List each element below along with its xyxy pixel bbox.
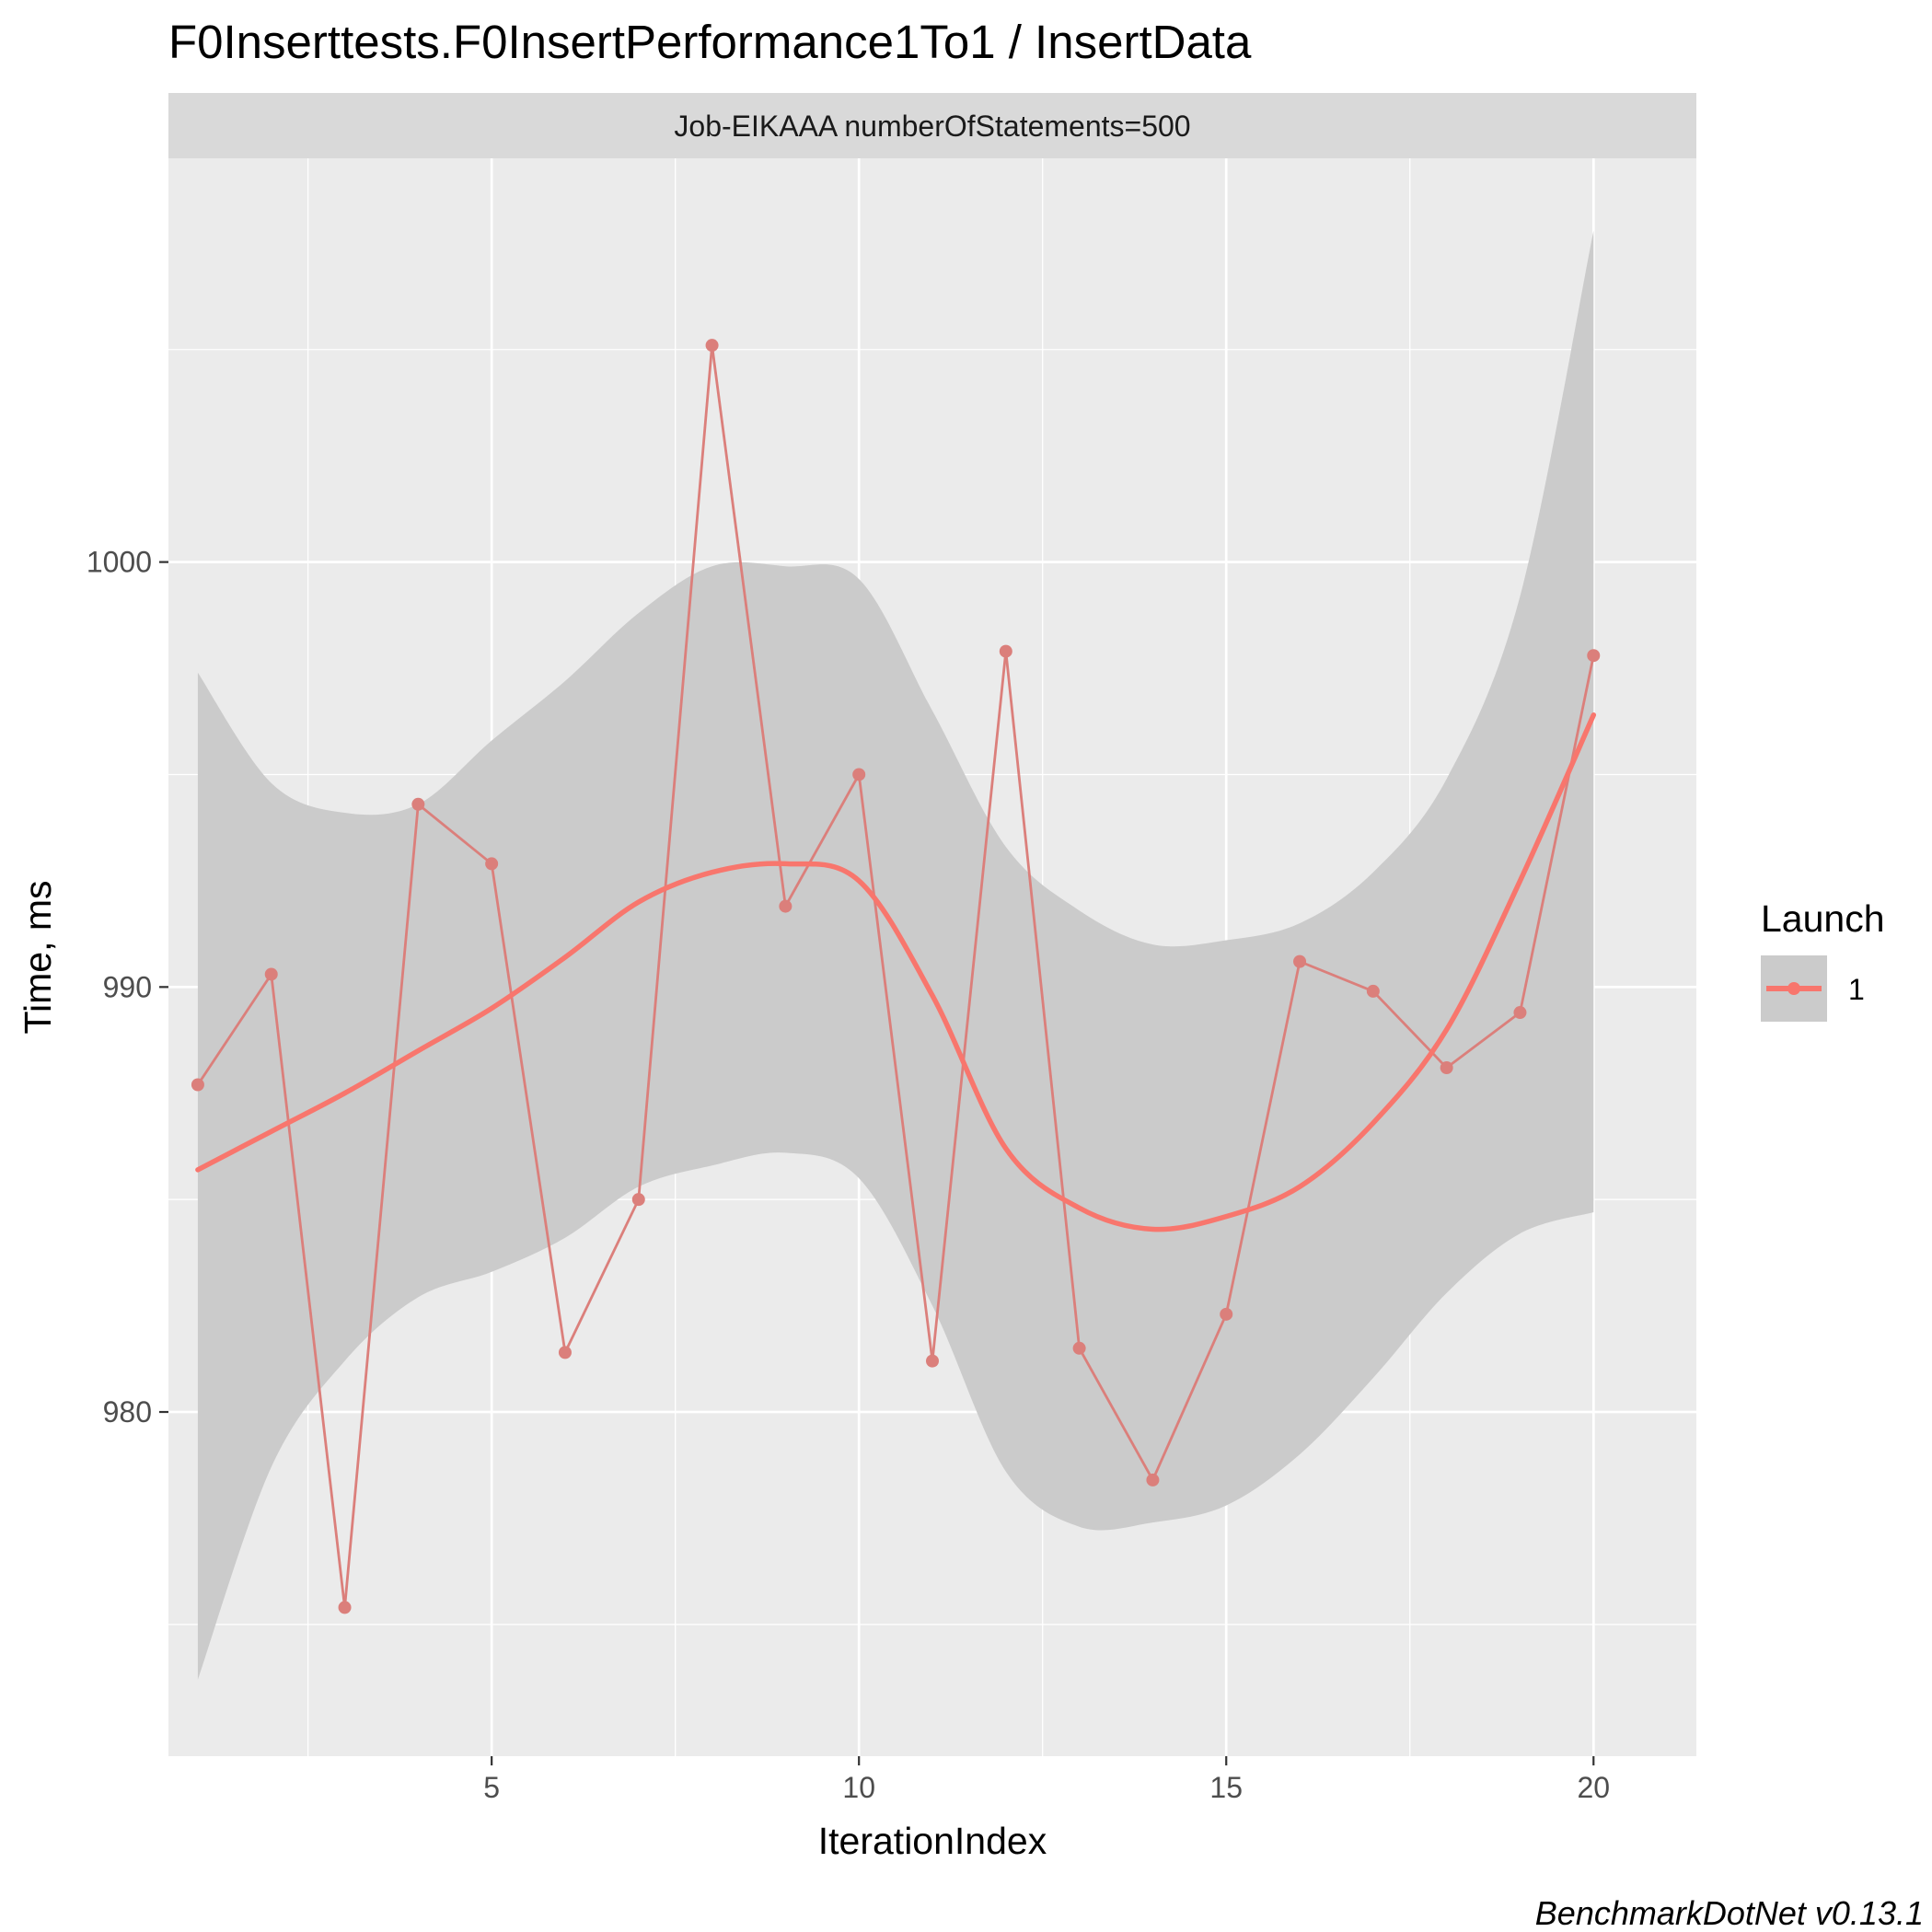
- x-tick-label: 10: [842, 1771, 875, 1804]
- data-point: [1366, 984, 1380, 998]
- data-point: [338, 1601, 352, 1614]
- x-tick-label: 15: [1209, 1771, 1243, 1804]
- series-lines-group: [196, 344, 1595, 1608]
- data-point: [852, 768, 866, 781]
- caption: BenchmarkDotNet v0.13.1: [1535, 1894, 1924, 1932]
- data-point: [999, 644, 1012, 658]
- series-segment: [637, 345, 713, 1200]
- series-segment: [1078, 1348, 1154, 1481]
- data-point: [264, 967, 278, 981]
- smooth-curve: [195, 712, 1597, 1232]
- series-segment: [1445, 1011, 1521, 1070]
- series-segment: [784, 773, 861, 908]
- series-segment: [1224, 961, 1301, 1315]
- data-point: [558, 1346, 572, 1359]
- y-tick-label: 980: [103, 1395, 152, 1429]
- legend-title: Launch: [1761, 897, 1885, 940]
- x-axis-title: IterationIndex: [818, 1820, 1047, 1862]
- data-point: [1587, 649, 1601, 663]
- data-points-group: [191, 339, 1601, 1614]
- series-segment: [1151, 1313, 1228, 1481]
- series-segment: [1004, 651, 1082, 1348]
- data-point: [631, 1193, 645, 1207]
- data-point: [1146, 1473, 1160, 1487]
- series-segment: [270, 974, 346, 1608]
- y-tick-label: 990: [103, 970, 152, 1003]
- x-tick-label: 20: [1577, 1771, 1610, 1804]
- facet-strip-label: Job-EIKAAA numberOfStatements=500: [674, 110, 1190, 143]
- legend-label: 1: [1848, 973, 1865, 1006]
- confidence-band: [197, 230, 1594, 1680]
- series-segment: [490, 863, 567, 1353]
- data-point: [1293, 954, 1307, 968]
- data-point: [1440, 1061, 1453, 1075]
- series-segment: [196, 973, 272, 1086]
- data-point: [411, 797, 425, 811]
- confidence-band-group: [197, 230, 1594, 1680]
- series-segment: [1299, 960, 1374, 993]
- data-point: [705, 339, 719, 353]
- data-point: [1513, 1006, 1527, 1020]
- series-segment: [1519, 654, 1595, 1013]
- legend: Launch 1: [1761, 897, 1885, 1022]
- series-segment: [711, 344, 787, 907]
- series-segment: [857, 774, 934, 1361]
- smooth-curve-group: [195, 712, 1597, 1232]
- series-segment: [1371, 989, 1448, 1070]
- data-point: [1220, 1307, 1233, 1321]
- facet-strip: [168, 93, 1696, 158]
- data-point: [1072, 1341, 1086, 1355]
- x-tick-label: 5: [483, 1771, 500, 1804]
- data-point: [485, 857, 499, 871]
- data-point: [926, 1354, 939, 1368]
- y-axis-title: Time, ms: [17, 880, 59, 1034]
- chart-title: F0Inserttests.F0InsertPerformance1To1 / …: [168, 16, 1252, 68]
- data-point: [779, 899, 792, 913]
- data-point: [191, 1078, 204, 1092]
- series-segment: [417, 803, 493, 865]
- series-segment: [343, 804, 420, 1608]
- series-segment: [931, 651, 1008, 1361]
- axis-ticks: 5 10 15 20 980 990 1000: [87, 546, 1610, 1804]
- series-segment: [563, 1198, 641, 1353]
- y-tick-label: 1000: [87, 546, 152, 579]
- legend-key-point: [1787, 982, 1800, 995]
